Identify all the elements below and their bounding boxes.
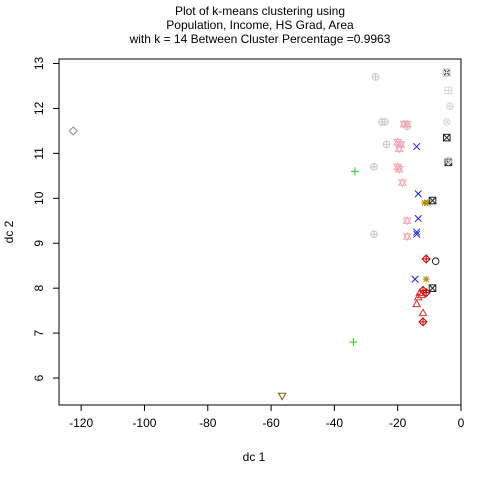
data-point (381, 118, 389, 126)
data-point (421, 287, 431, 298)
data-point (428, 284, 437, 292)
data-point (413, 228, 421, 236)
y-tick-label: 8 (32, 285, 46, 292)
y-tick-label: 11 (32, 147, 46, 160)
x-tick-label: -100 (132, 416, 156, 430)
x-tick-label: -40 (326, 416, 344, 430)
x-tick-label: -60 (262, 416, 280, 430)
data-point (418, 308, 428, 317)
data-point (370, 230, 378, 239)
data-point (397, 177, 407, 188)
data-point (402, 119, 412, 129)
data-point (422, 275, 430, 283)
y-tick-label: 7 (32, 329, 46, 336)
data-point (402, 231, 412, 242)
x-tick-label: 0 (458, 416, 465, 430)
data-point (428, 196, 437, 205)
chart-subtitle-1: Population, Income, HS Grad, Area (166, 18, 354, 32)
data-point (446, 102, 454, 110)
data-point (349, 338, 358, 347)
data-point (431, 257, 440, 266)
chart-title: Plot of k-means clustering using (175, 4, 345, 18)
data-point (68, 126, 78, 136)
data-point (371, 73, 380, 81)
x-axis: -120 -100 -80 -60 -40 -20 0 (69, 404, 465, 430)
data-point (413, 230, 421, 238)
data-point (402, 216, 412, 226)
data-point (412, 299, 422, 308)
data-point (421, 254, 431, 264)
data-point (413, 292, 423, 301)
data-point (394, 164, 404, 174)
x-tick-label: -120 (69, 416, 93, 430)
data-point (418, 317, 428, 327)
plot-frame (58, 58, 462, 406)
data-point (414, 214, 422, 223)
data-point (370, 163, 378, 171)
data-point (444, 86, 453, 95)
x-tick-label: -80 (199, 416, 217, 430)
data-point (350, 167, 359, 176)
y-tick-label: 10 (32, 191, 46, 205)
y-axis: 6 7 8 9 10 11 12 13 (32, 56, 60, 381)
data-point (277, 392, 287, 401)
x-tick-label: -20 (389, 416, 407, 430)
data-point (382, 140, 391, 149)
data-point (442, 118, 451, 126)
data-point (414, 190, 422, 198)
data-point (416, 290, 426, 299)
y-tick-label: 12 (32, 101, 46, 115)
data-point (396, 139, 406, 150)
y-tick-label: 6 (32, 374, 46, 381)
data-points (68, 68, 454, 401)
chart-subtitle-2: with k = 14 Between Cluster Percentage =… (129, 32, 391, 46)
y-tick-label: 9 (32, 240, 46, 247)
y-axis-label: dc 2 (2, 220, 16, 243)
data-point (445, 156, 453, 164)
x-axis-label: dc 1 (243, 450, 266, 464)
data-point (442, 133, 451, 142)
data-point (411, 275, 419, 283)
data-point (442, 68, 451, 77)
y-tick-label: 13 (32, 56, 46, 70)
data-point (413, 142, 421, 151)
